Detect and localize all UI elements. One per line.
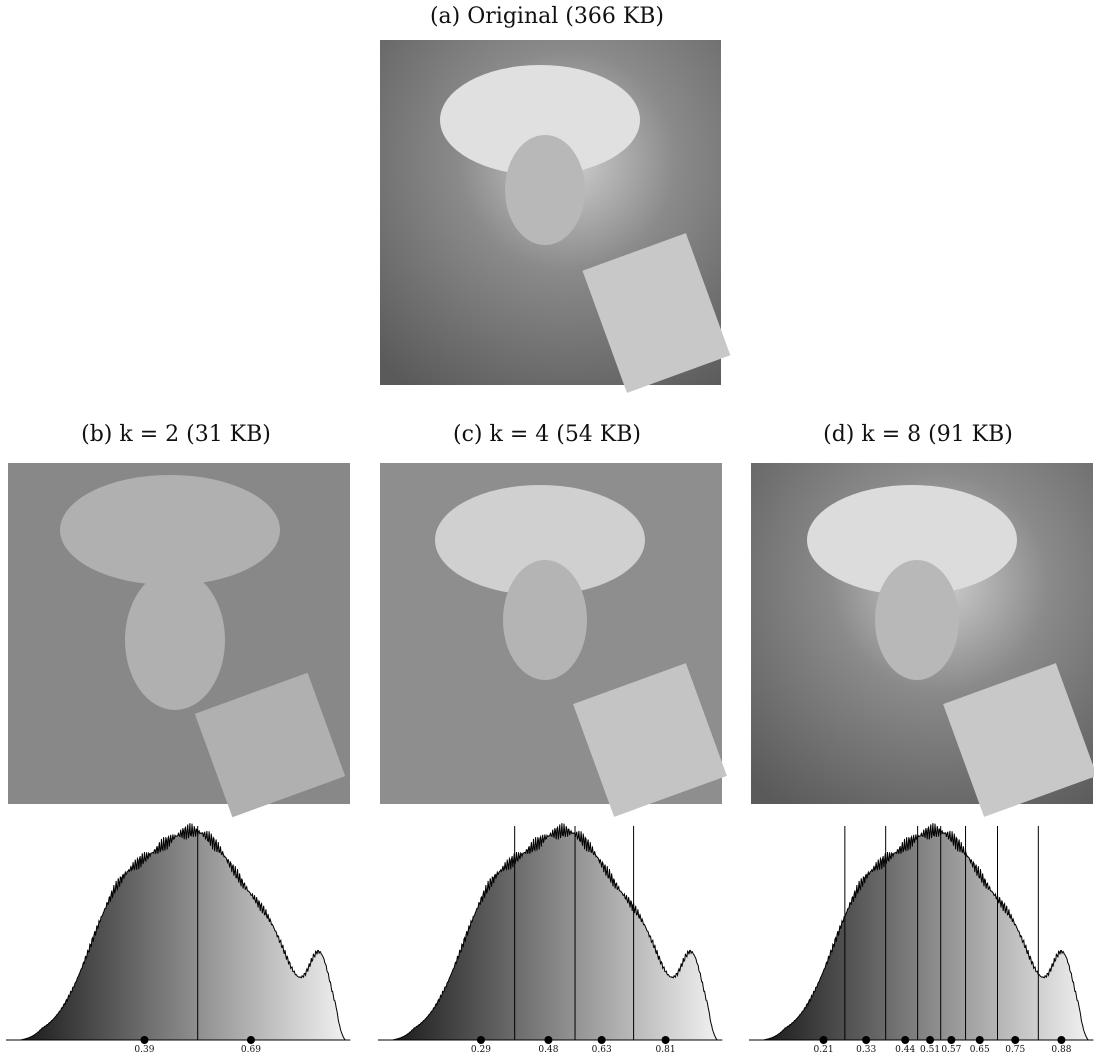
center-dot <box>662 1036 670 1044</box>
center-dot <box>247 1036 255 1044</box>
center-dot <box>598 1036 606 1044</box>
center-dot <box>477 1036 485 1044</box>
center-label: 0.88 <box>1051 1045 1071 1055</box>
center-label: 0.51 <box>920 1045 940 1055</box>
center-label: 0.48 <box>538 1045 558 1055</box>
center-dot <box>976 1036 984 1044</box>
photo <box>380 40 730 393</box>
histogram-area <box>378 823 722 1040</box>
center-label: 0.69 <box>241 1045 261 1055</box>
center-dot <box>140 1036 148 1044</box>
figure-graphics: 0.39 0.69 0.29 0.48 0.63 0.81 0.21 0.33 0.44 0.51… <box>0 0 1094 1055</box>
center-label: 0.57 <box>941 1045 961 1055</box>
center-label: 0.65 <box>970 1045 990 1055</box>
center-label: 0.39 <box>134 1045 154 1055</box>
center-label: 0.81 <box>656 1045 676 1055</box>
quantized-photo-k2 <box>8 463 350 817</box>
histogram-area <box>749 823 1093 1040</box>
center-dot <box>1011 1036 1019 1044</box>
center-label: 0.44 <box>895 1045 915 1055</box>
quantized-photo-k8 <box>751 463 1094 817</box>
center-label: 0.75 <box>1005 1045 1025 1055</box>
center-label: 0.21 <box>814 1045 834 1055</box>
center-label: 0.33 <box>856 1045 876 1055</box>
center-dot <box>544 1036 552 1044</box>
center-label: 0.63 <box>592 1045 612 1055</box>
center-label: 0.29 <box>471 1045 491 1055</box>
center-dot <box>947 1036 955 1044</box>
center-dot <box>901 1036 909 1044</box>
center-dot <box>1057 1036 1065 1044</box>
histogram-area <box>6 823 350 1040</box>
figure: (a) Original (366 KB) (b) k = 2 (31 KB) … <box>0 0 1094 1055</box>
center-dot <box>862 1036 870 1044</box>
center-dot <box>926 1036 934 1044</box>
center-dot <box>820 1036 828 1044</box>
quantized-photo-k4 <box>380 463 727 817</box>
